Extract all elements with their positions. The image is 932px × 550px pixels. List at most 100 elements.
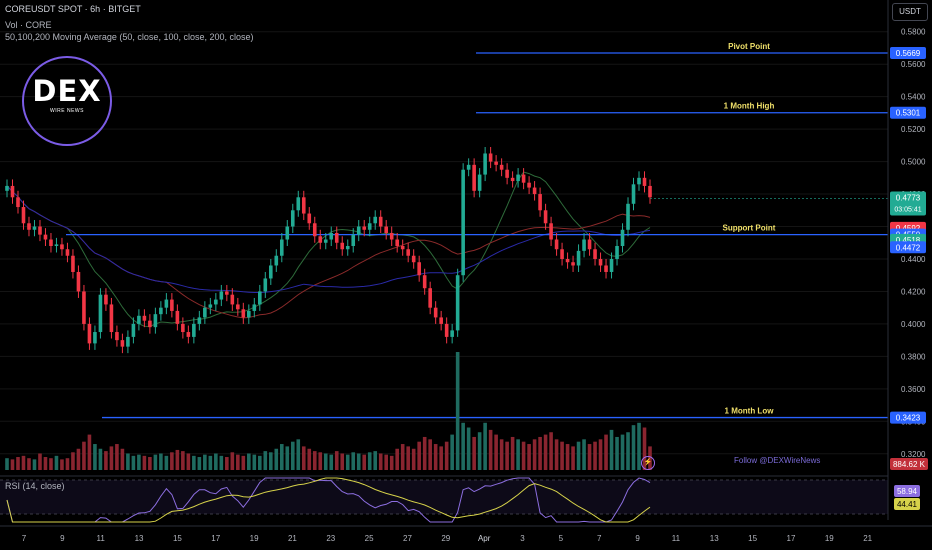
price-label: 0.5301	[896, 109, 921, 118]
dex-logo: DEX WIRE NEWS	[22, 56, 112, 146]
price-label-bg	[890, 241, 926, 254]
volume-bar	[263, 451, 268, 470]
volume-bar	[164, 455, 169, 470]
volume-bar	[60, 459, 64, 470]
candle-body	[197, 317, 202, 324]
candle-body	[510, 177, 515, 182]
volume-label: 884.62 K	[893, 460, 926, 469]
volume-bar	[290, 441, 295, 470]
candle-body	[356, 226, 361, 235]
volume-bar	[571, 446, 575, 470]
candle-body	[274, 255, 279, 266]
volume-bar	[587, 444, 592, 470]
volume-bar	[87, 434, 92, 470]
x-tick-label: 7	[22, 534, 27, 543]
candle-body	[400, 246, 405, 250]
x-tick-label: 5	[559, 534, 564, 543]
candle-body	[450, 330, 454, 337]
candle-body	[27, 223, 31, 230]
candle-body	[203, 307, 207, 318]
volume-legend[interactable]: Vol · CORE	[5, 20, 52, 30]
candle-body	[170, 299, 174, 311]
y-tick-label: 0.4000	[901, 320, 926, 329]
volume-bar	[477, 432, 482, 470]
ma-legend[interactable]: 50,100,200 Moving Average (50, close, 10…	[5, 32, 254, 42]
volume-bar	[472, 436, 476, 470]
price-label: 0.4518	[896, 236, 921, 245]
candle-body	[587, 239, 592, 250]
candle-body	[527, 182, 531, 188]
candle-body	[148, 320, 152, 328]
volume-bar	[411, 448, 416, 470]
chart-grid	[0, 31, 888, 455]
candle-body	[637, 177, 641, 185]
symbol-title[interactable]: COREUSDT SPOT · 6h · BITGET	[5, 4, 141, 14]
volume-bar	[186, 453, 191, 470]
volume-bar	[296, 439, 301, 470]
candle-body	[54, 244, 59, 246]
volume-bar	[301, 446, 306, 470]
time-axis[interactable]: 7 9 11 13 15 17 19 21 23 25 27 29 Apr 3 5 7 9 11 13 15 17 19 2…	[0, 525, 932, 543]
volume-bar	[549, 432, 553, 470]
candle-body	[126, 336, 130, 347]
candle-body	[626, 203, 630, 230]
rsi-legend[interactable]: RSI (14, close)	[5, 481, 65, 491]
candle-body	[472, 164, 476, 191]
candle-body	[389, 233, 394, 240]
volume-bar	[208, 455, 213, 470]
candle-body	[159, 307, 163, 315]
volume-bar	[532, 439, 537, 470]
y-tick-label: 0.4400	[901, 255, 926, 264]
candle-body	[373, 216, 378, 224]
candle-body	[285, 226, 290, 240]
price-label: 0.5669	[896, 49, 921, 58]
candle-body	[367, 223, 372, 230]
rsi-label: 58.94	[897, 487, 918, 496]
volume-bar	[137, 454, 141, 470]
x-tick-label: 21	[863, 534, 872, 543]
volume-bar	[38, 453, 42, 470]
candle-body	[208, 304, 213, 308]
lightning-icon[interactable]: ⚡	[641, 456, 655, 470]
volume-bar	[351, 452, 356, 470]
candle-body	[433, 307, 438, 318]
candle-body	[181, 323, 185, 333]
volume-bar	[560, 441, 564, 470]
x-tick-label: 15	[748, 534, 757, 543]
price-axis[interactable]: 0.58000.56000.54000.52000.50000.48000.46…	[887, 0, 932, 550]
candle-body	[109, 304, 114, 333]
volume-bar	[16, 457, 20, 470]
candle-body	[499, 164, 504, 170]
volume-bar	[153, 454, 158, 470]
candle-body	[186, 332, 191, 337]
candle-body	[115, 332, 119, 341]
volume-bar	[428, 439, 432, 470]
volume-bar	[21, 455, 26, 470]
volume-bar	[126, 453, 130, 470]
volume-bar	[598, 439, 603, 470]
volume-bar	[170, 452, 174, 470]
x-tick-label: 11	[672, 534, 681, 543]
logo-subtext: WIRE NEWS	[50, 108, 84, 114]
rsi-band	[0, 480, 888, 514]
volume-bar	[609, 429, 614, 470]
candle-body	[142, 315, 147, 321]
level-lines: Pivot Point 1 Month High Support Point 1 Mo…	[66, 42, 888, 419]
volume-bar	[159, 453, 163, 470]
volume-bar	[433, 444, 438, 470]
x-tick-label: 25	[365, 534, 374, 543]
candle-body	[582, 239, 586, 251]
volume-bar	[499, 439, 504, 470]
candle-body	[65, 249, 70, 256]
y-tick-label: 0.5000	[901, 158, 926, 167]
volume-bar	[384, 454, 389, 470]
volume-bar	[406, 446, 410, 470]
y-tick-label: 0.5400	[901, 93, 926, 102]
currency-button[interactable]: USDT	[892, 3, 928, 21]
candle-body	[120, 340, 125, 347]
volume-bar	[505, 441, 509, 470]
candle-body	[38, 226, 42, 235]
x-tick-label: 13	[135, 534, 144, 543]
volume-bar	[439, 446, 443, 470]
